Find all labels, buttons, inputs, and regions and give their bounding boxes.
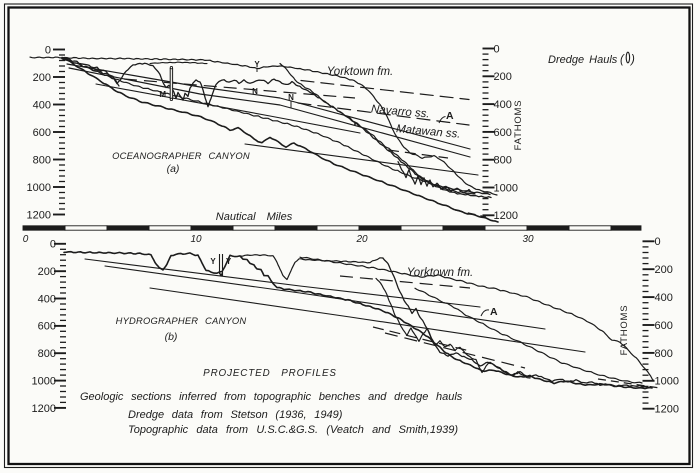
svg-text:Y: Y <box>226 257 232 266</box>
svg-text:OCEANOGRAPHER CANYON: OCEANOGRAPHER CANYON <box>112 150 250 161</box>
svg-text:N: N <box>288 93 294 102</box>
svg-text:Dredge Hauls: Dredge Hauls <box>548 54 618 66</box>
svg-text:FATHOMS: FATHOMS <box>619 305 630 356</box>
svg-text:(: ( <box>620 54 625 66</box>
svg-text:0: 0 <box>494 43 500 55</box>
svg-text:A: A <box>446 110 454 122</box>
svg-text:400: 400 <box>655 292 673 304</box>
svg-text:1000: 1000 <box>32 375 56 387</box>
svg-text:30: 30 <box>522 234 534 245</box>
svg-text:0: 0 <box>23 234 29 245</box>
svg-text:): ) <box>629 54 635 66</box>
svg-text:1200: 1200 <box>32 403 56 415</box>
svg-text:0: 0 <box>45 44 51 56</box>
svg-text:600: 600 <box>38 321 56 333</box>
svg-text:1000: 1000 <box>27 182 51 194</box>
svg-text:200: 200 <box>655 264 673 276</box>
svg-text:800: 800 <box>494 155 512 167</box>
svg-text:Y: Y <box>254 60 260 69</box>
svg-text:20: 20 <box>355 234 368 245</box>
svg-text:1000: 1000 <box>494 182 518 194</box>
svg-text:N: N <box>252 87 258 96</box>
svg-text:0: 0 <box>655 236 661 248</box>
svg-text:600: 600 <box>655 320 673 332</box>
svg-text:200: 200 <box>38 266 56 278</box>
svg-text:1200: 1200 <box>494 210 518 222</box>
svg-text:1200: 1200 <box>27 209 51 221</box>
svg-text:400: 400 <box>494 99 512 111</box>
svg-text:10: 10 <box>190 234 202 245</box>
svg-text:A: A <box>490 306 498 318</box>
svg-text:Yorktown fm.: Yorktown fm. <box>327 66 393 78</box>
svg-text:Geologic sections inferred fro: Geologic sections inferred from topograp… <box>80 391 463 403</box>
svg-text:400: 400 <box>38 293 56 305</box>
svg-text:600: 600 <box>494 127 512 139</box>
svg-text:800: 800 <box>655 348 673 360</box>
svg-text:600: 600 <box>33 127 51 139</box>
svg-text:HYDROGRAPHER CANYON: HYDROGRAPHER CANYON <box>116 315 247 326</box>
svg-text:(b): (b) <box>165 331 178 343</box>
svg-text:400: 400 <box>33 99 51 111</box>
svg-text:Navarro ss.: Navarro ss. <box>370 103 430 120</box>
svg-text:M: M <box>159 90 166 99</box>
svg-text:200: 200 <box>494 71 512 83</box>
svg-text:800: 800 <box>38 348 56 360</box>
svg-text:1000: 1000 <box>655 376 679 388</box>
svg-text:Nautical Miles: Nautical Miles <box>216 211 293 223</box>
svg-text:(a): (a) <box>167 163 180 175</box>
svg-text:Matawan ss.: Matawan ss. <box>396 123 461 141</box>
svg-text:Topographic data from U.S.C.&G: Topographic data from U.S.C.&G.S. (Veatc… <box>128 424 458 436</box>
svg-text:800: 800 <box>33 154 51 166</box>
svg-text:Dredge data from Stetson (1936: Dredge data from Stetson (1936, 1949) <box>128 409 343 421</box>
svg-text:FATHOMS: FATHOMS <box>513 100 524 151</box>
svg-text:Yorktown fm.: Yorktown fm. <box>407 267 473 279</box>
svg-text:PROJECTED PROFILES: PROJECTED PROFILES <box>203 368 337 379</box>
svg-text:1200: 1200 <box>655 404 679 416</box>
svg-text:Y: Y <box>210 257 216 266</box>
svg-text:0: 0 <box>50 239 56 251</box>
svg-text:200: 200 <box>33 72 51 84</box>
